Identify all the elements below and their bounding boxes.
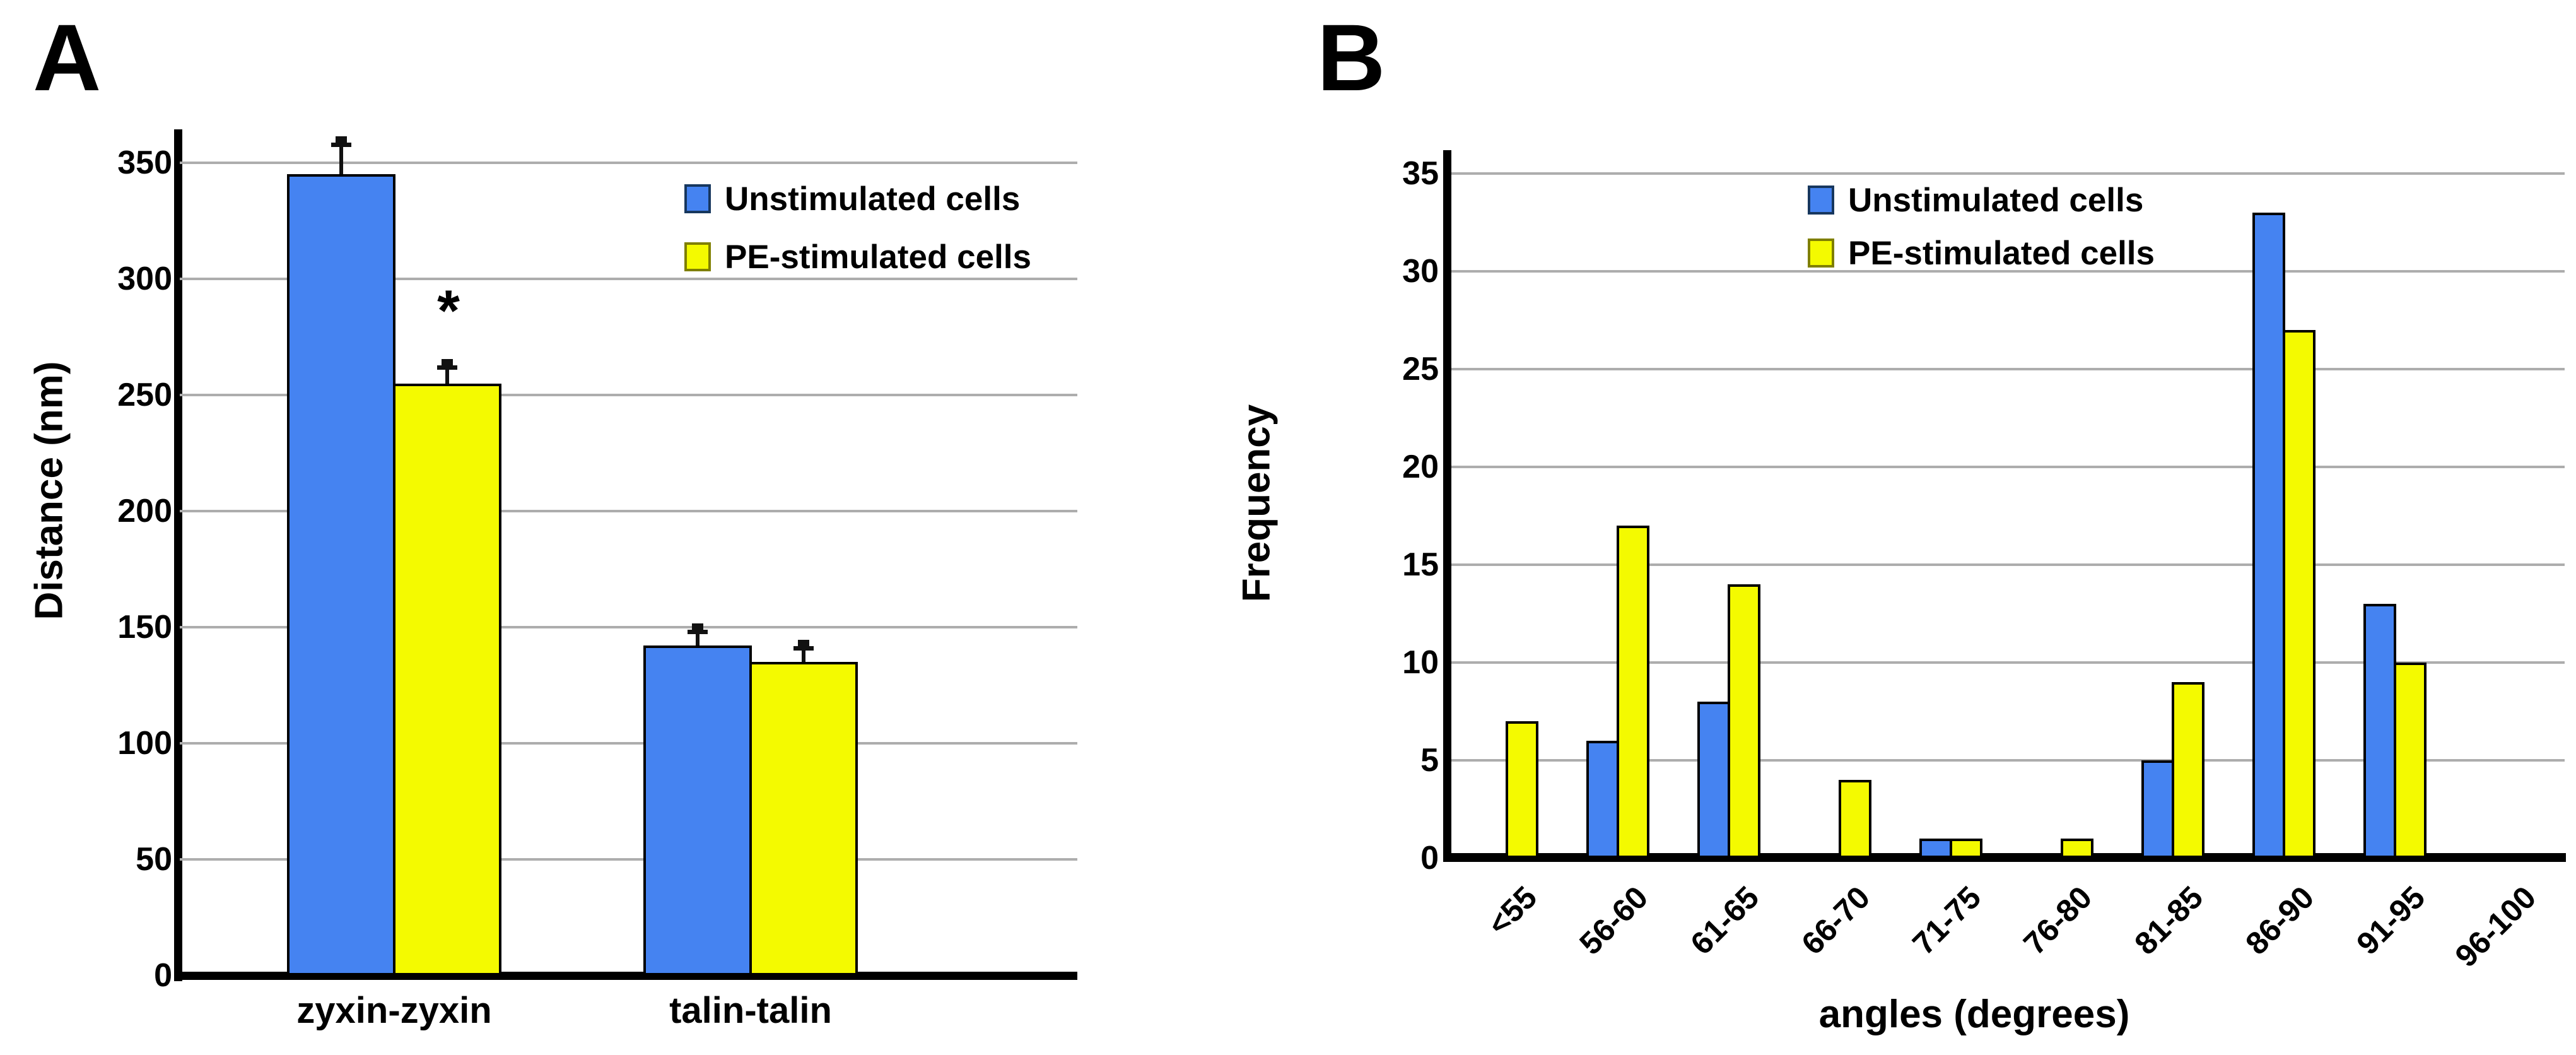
legend-label: PE-stimulated cells bbox=[1848, 235, 2155, 272]
plot-area-b: 0 5 10 15 20 25 30 35 <55 56-60 61-65 66-70 71-75 76-… bbox=[1402, 155, 2565, 974]
y-tick-label-300: 300 bbox=[117, 261, 172, 297]
gridline-10 bbox=[1451, 661, 2565, 664]
error-bar-stem bbox=[802, 648, 805, 663]
panel-label-a: A bbox=[33, 4, 102, 110]
y-tick-label-25: 25 bbox=[1402, 351, 1439, 387]
y-tick-label-50: 50 bbox=[136, 841, 172, 878]
bar-unstimulated-71-75 bbox=[1919, 839, 1952, 858]
y-axis-line-b bbox=[1443, 150, 1451, 862]
bar-pe-stimulated-zyxin-zyxin bbox=[393, 383, 501, 975]
plot-area-a: 0 50 100 150 200 250 300 350 zyxin-zyxin talin-ta… bbox=[117, 136, 1077, 1031]
y-tick-label-350: 350 bbox=[117, 144, 172, 181]
error-bar-tip bbox=[798, 640, 809, 648]
y-axis-line-a bbox=[174, 129, 182, 981]
bar-unstimulated-61-65 bbox=[1697, 702, 1730, 858]
gridline-100 bbox=[180, 742, 1077, 745]
category-label-96-100: 96-100 bbox=[2448, 879, 2543, 974]
category-label-81-85: 81-85 bbox=[2128, 879, 2210, 962]
bar-pe-stimulated-61-65 bbox=[1728, 584, 1760, 858]
gridline-25 bbox=[1451, 368, 2565, 370]
error-bar-cap bbox=[331, 142, 351, 147]
y-tick-label-35: 35 bbox=[1402, 155, 1439, 192]
bar-pe-stimulated-<55 bbox=[1506, 721, 1538, 858]
bar-unstimulated-81-85 bbox=[2141, 760, 2174, 858]
category-label-talin-talin: talin-talin bbox=[669, 990, 832, 1031]
gridline-20 bbox=[1451, 466, 2565, 468]
y-tick-label-250: 250 bbox=[117, 377, 172, 413]
error-bar-stem bbox=[339, 144, 343, 175]
y-tick-label-0: 0 bbox=[1420, 840, 1439, 876]
error-bar-tip bbox=[692, 623, 703, 632]
category-label-91-95: 91-95 bbox=[2350, 879, 2432, 962]
category-label-56-60: 56-60 bbox=[1572, 879, 1655, 962]
bar-unstimulated-56-60 bbox=[1586, 741, 1619, 858]
bar-pe-stimulated-66-70 bbox=[1839, 780, 1871, 858]
error-bar-cap bbox=[793, 646, 814, 651]
bar-unstimulated-talin-talin bbox=[643, 645, 752, 975]
bar-pe-stimulated-81-85 bbox=[2172, 682, 2204, 858]
bar-pe-stimulated-76-80 bbox=[2061, 839, 2093, 858]
category-label-zyxin-zyxin: zyxin-zyxin bbox=[296, 990, 492, 1031]
category-label-66-70: 66-70 bbox=[1794, 879, 1877, 962]
error-bar-cap bbox=[437, 365, 457, 370]
legend-label: Unstimulated cells bbox=[1848, 182, 2144, 219]
unstimulated-swatch-icon bbox=[1808, 186, 1834, 215]
category-label-76-80: 76-80 bbox=[2017, 879, 2099, 962]
category-label-61-65: 61-65 bbox=[1683, 879, 1766, 962]
category-label-71-75: 71-75 bbox=[1906, 879, 1988, 962]
bar-pe-stimulated-91-95 bbox=[2394, 663, 2427, 858]
y-tick-label-200: 200 bbox=[117, 493, 172, 529]
y-tick-label-15: 15 bbox=[1402, 546, 1439, 583]
y-tick-label-150: 150 bbox=[117, 609, 172, 645]
bar-pe-stimulated-talin-talin bbox=[749, 662, 858, 975]
legend-label: Unstimulated cells bbox=[725, 180, 1021, 218]
significance-asterisk: * bbox=[437, 278, 460, 343]
error-bar-tip bbox=[336, 136, 347, 144]
gridline-350 bbox=[180, 162, 1077, 164]
y-tick-label-5: 5 bbox=[1420, 742, 1439, 779]
gridline-35 bbox=[1451, 172, 2565, 175]
y-tick-label-100: 100 bbox=[117, 725, 172, 762]
pe-stimulated-swatch-icon bbox=[684, 242, 711, 271]
gridline-150 bbox=[180, 626, 1077, 628]
panel-label-b: B bbox=[1317, 4, 1386, 110]
y-axis-title-distance: Distance (nm) bbox=[27, 361, 71, 620]
bar-unstimulated-91-95 bbox=[2363, 604, 2396, 858]
bar-unstimulated-zyxin-zyxin bbox=[287, 174, 395, 975]
y-tick-label-30: 30 bbox=[1402, 253, 1439, 290]
error-bar-stem bbox=[445, 367, 449, 384]
bar-unstimulated-86-90 bbox=[2252, 213, 2285, 858]
error-bar-stem bbox=[696, 632, 700, 646]
y-tick-label-10: 10 bbox=[1402, 644, 1439, 681]
legend-label: PE-stimulated cells bbox=[725, 239, 1032, 276]
gridline-250 bbox=[180, 394, 1077, 396]
bar-pe-stimulated-56-60 bbox=[1617, 526, 1649, 858]
x-axis-title-angles: angles (degrees) bbox=[1818, 993, 2130, 1036]
y-axis-title-frequency: Frequency bbox=[1234, 404, 1279, 603]
gridline-15 bbox=[1451, 563, 2565, 566]
gridline-30 bbox=[1451, 270, 2565, 273]
pe-stimulated-swatch-icon bbox=[1808, 239, 1834, 268]
bar-pe-stimulated-86-90 bbox=[2283, 330, 2315, 858]
error-bar-tip bbox=[442, 358, 453, 367]
bar-pe-stimulated-71-75 bbox=[1950, 839, 1982, 858]
gridline-200 bbox=[180, 510, 1077, 512]
category-label-86-90: 86-90 bbox=[2239, 879, 2321, 962]
y-tick-label-20: 20 bbox=[1402, 449, 1439, 485]
gridline-300 bbox=[180, 278, 1077, 280]
error-bar-cap bbox=[688, 630, 708, 635]
gridline-5 bbox=[1451, 759, 2565, 762]
unstimulated-swatch-icon bbox=[684, 184, 711, 213]
y-tick-label-0: 0 bbox=[154, 957, 172, 994]
gridline-50 bbox=[180, 858, 1077, 861]
category-label-<55: <55 bbox=[1480, 879, 1544, 943]
